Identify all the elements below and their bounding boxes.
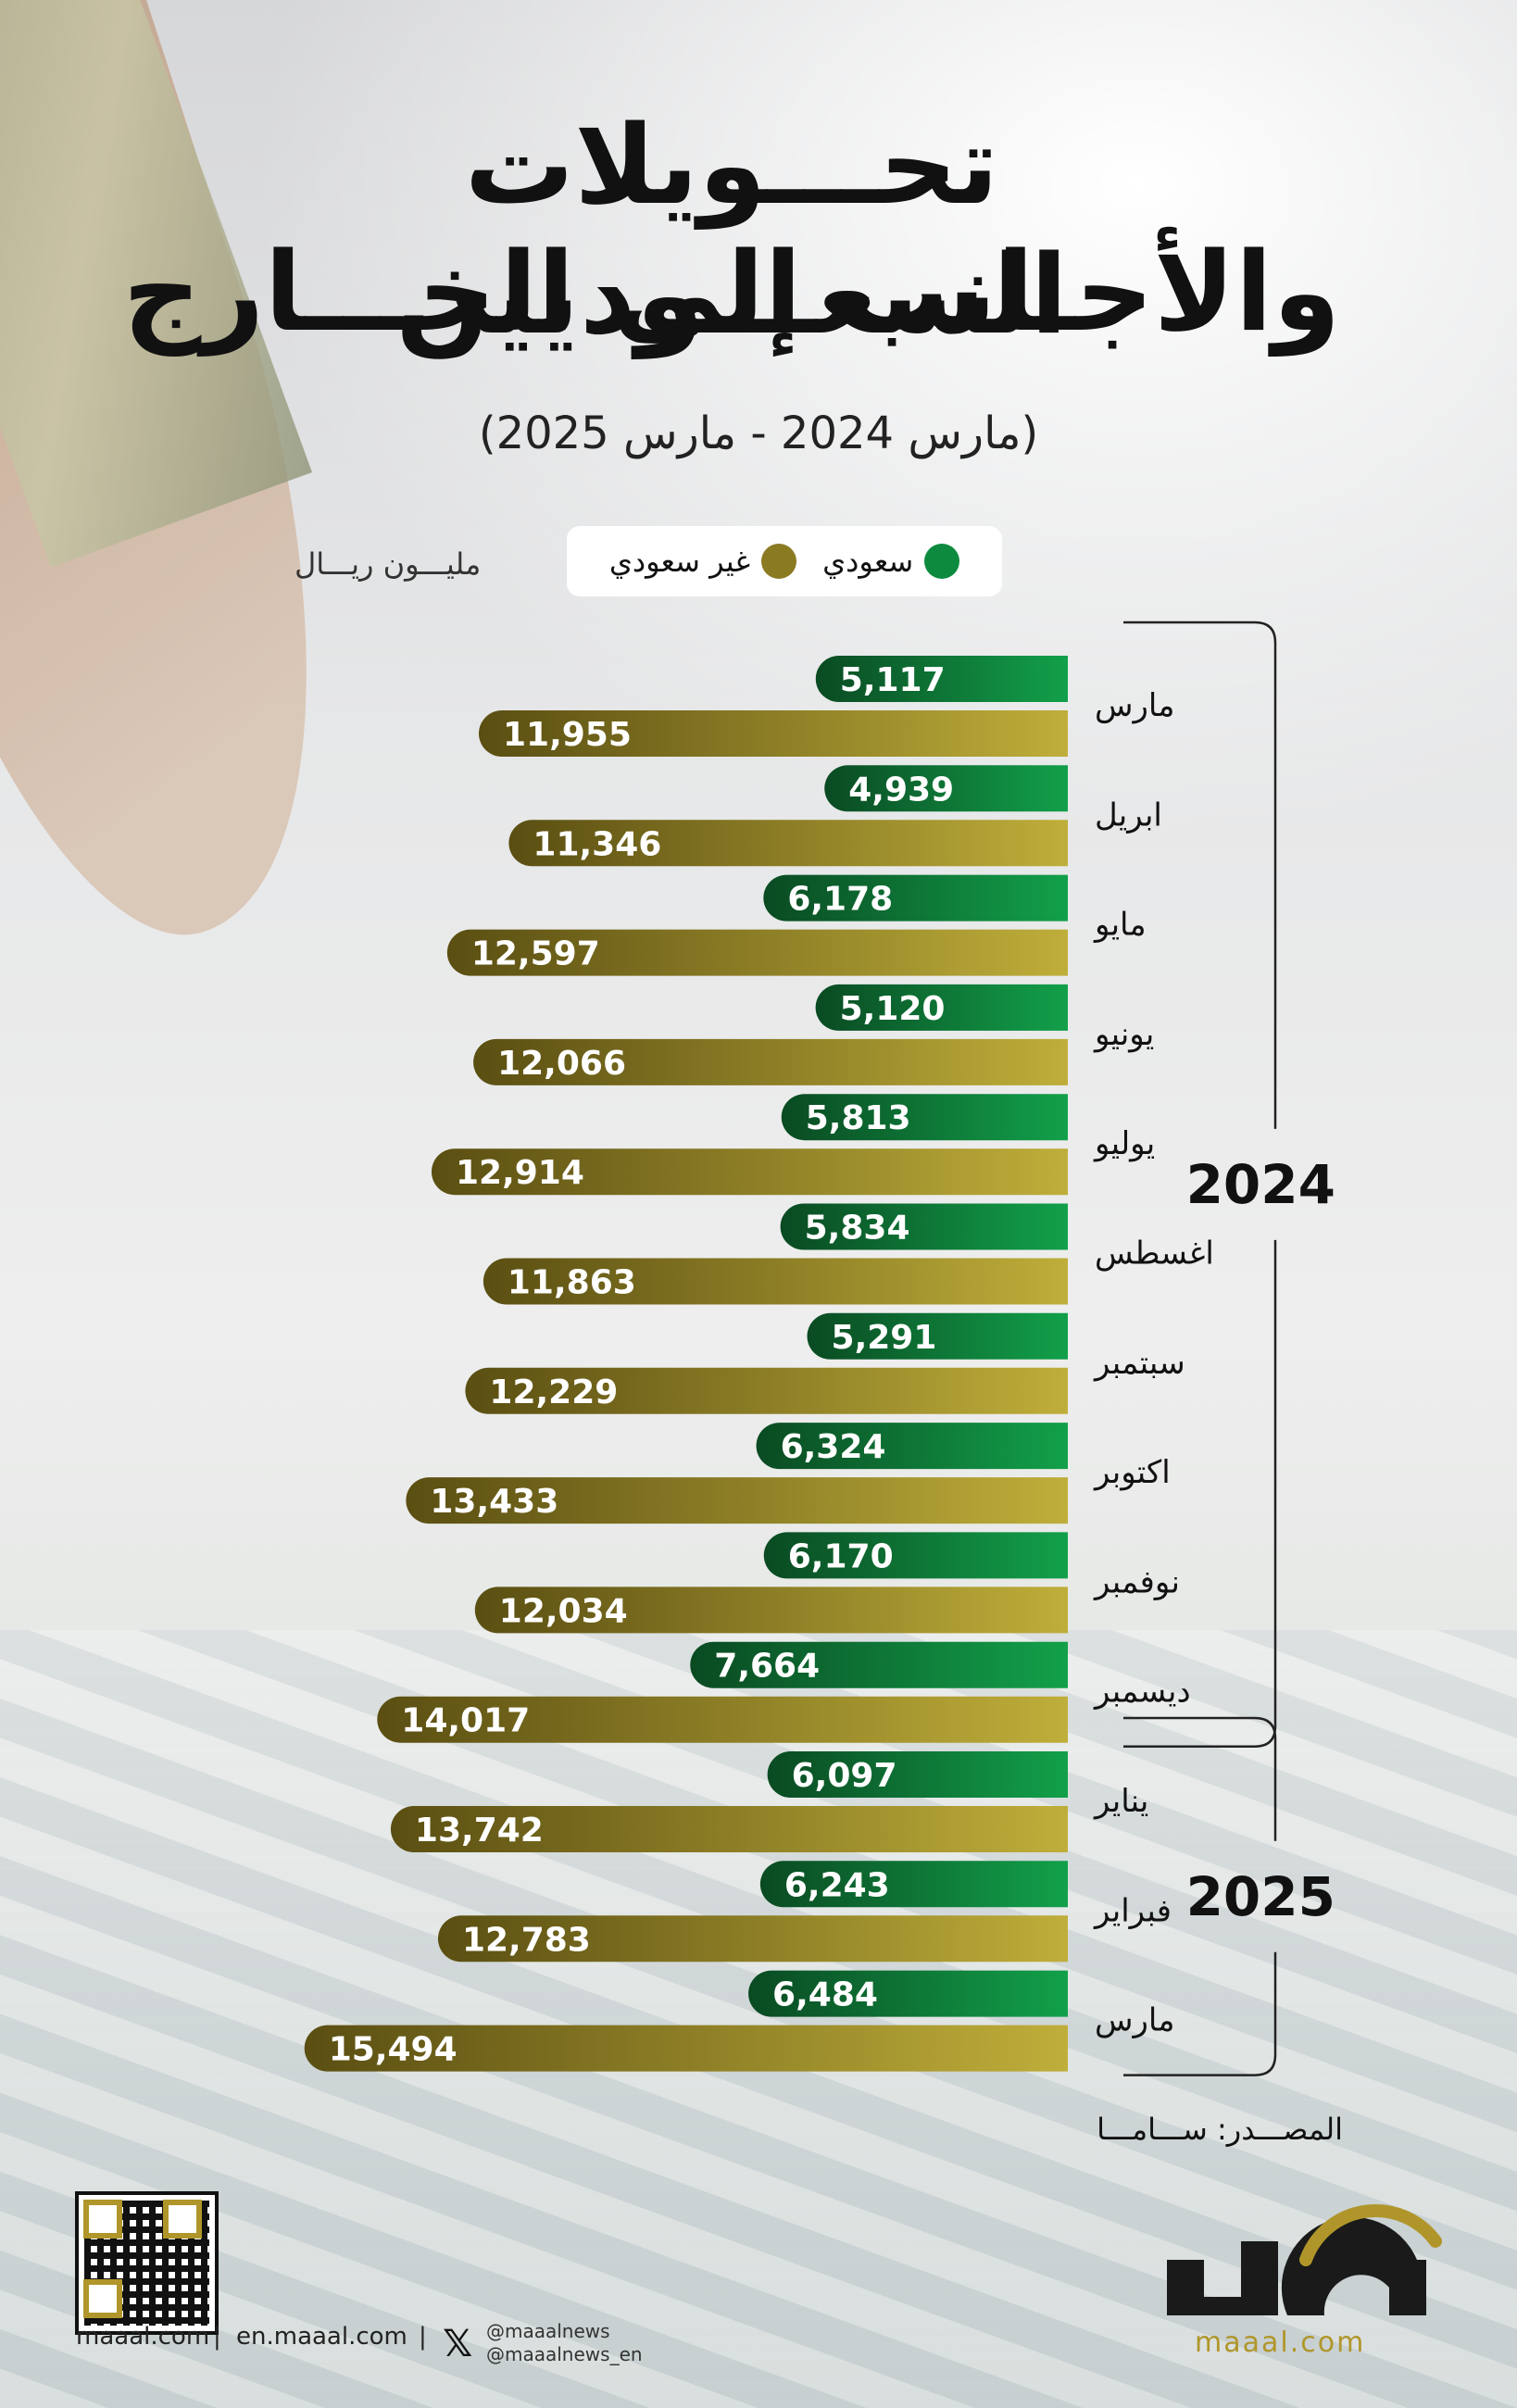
month-label: فبراير [1093,1892,1172,1929]
bar-non-saudi [473,1038,1068,1085]
maaal-logo-icon [1167,2204,1442,2315]
bar-value-label-saudi: 6,243 [784,1866,890,1904]
year-label: 2024 [1186,1153,1335,1216]
month-label: يونيو [1093,1016,1154,1053]
legend-swatch-non-saudi [761,544,797,579]
bar-saudi [759,1861,1068,1908]
bar-value-label-saudi: 6,170 [788,1537,894,1575]
qr-corner-icon [163,2200,202,2239]
x-logo-icon[interactable]: 𝕏 [443,2323,473,2365]
bar-value-label-saudi: 5,117 [840,661,946,699]
year-label: 2025 [1186,1865,1335,1928]
bar-saudi [756,1423,1068,1470]
bar-non-saudi [406,1477,1069,1524]
bar-non-saudi [431,1148,1068,1196]
bar-non-saudi [377,1696,1069,1743]
bar-value-label-saudi: 7,664 [714,1648,820,1686]
bar-value-label-saudi: 4,939 [848,771,954,809]
social-handle-en[interactable]: @maaalnews_en [486,2343,643,2365]
qr-corner-icon [83,2200,122,2239]
month-label: ابريل [1095,796,1162,834]
bar-value-label-non-saudi: 11,955 [503,716,632,754]
bar-value-label-saudi: 5,120 [840,990,946,1028]
unit-label: مليـــون ريـــال [295,546,482,582]
bar-value-label-saudi: 5,834 [805,1210,910,1248]
footer-site-link[interactable]: maaal.com [76,2323,210,2351]
bar-saudi [748,1970,1068,2017]
bar-non-saudi [483,1258,1068,1305]
bar-value-label-non-saudi: 11,346 [533,825,661,863]
month-label: مارس [1095,687,1175,724]
bar-value-label-saudi: 6,178 [787,881,893,919]
bar-non-saudi [508,820,1068,867]
bar-saudi [763,1532,1068,1579]
bar-value-label-saudi: 5,813 [806,1099,911,1137]
bar-value-label-saudi: 6,484 [772,1976,878,2014]
bar-saudi [815,984,1068,1031]
bar-saudi [807,1312,1068,1360]
bar-value-label-saudi: 6,324 [781,1428,886,1466]
bar-saudi [767,1751,1068,1798]
legend-swatch-saudi [924,544,960,579]
month-label: مارس [1095,2002,1175,2039]
bar-value-label-non-saudi: 12,783 [462,1921,591,1959]
bar-value-label-non-saudi: 13,742 [415,1812,544,1850]
bar-saudi [781,1094,1068,1141]
bar-value-label-non-saudi: 11,863 [508,1264,636,1302]
bar-saudi [780,1203,1068,1250]
date-range-subtitle: (مارس 2024 - مارس 2025) [478,408,1039,459]
month-label: ديسمبر [1093,1674,1191,1711]
month-label: يناير [1093,1783,1148,1820]
bar-value-label-non-saudi: 12,034 [499,1592,628,1630]
legend-item-non-saudi: غير سعودي [608,544,797,579]
source-note: المصـــدر: ســـامـــا [1097,2112,1343,2147]
bar-saudi [763,874,1068,922]
month-label: اغسطس [1095,1235,1214,1273]
bar-non-saudi [478,710,1068,757]
bar-saudi [690,1641,1068,1688]
bar-value-label-non-saudi: 12,229 [489,1373,618,1411]
month-label: نوفمبر [1093,1563,1180,1600]
month-label: مايو [1093,907,1147,944]
bar-non-saudi [304,2025,1068,2072]
bar-value-label-non-saudi: 12,597 [471,935,600,973]
footer-en-site-link[interactable]: en.maaal.com [236,2323,407,2351]
qr-corner-icon [83,2279,122,2318]
bar-non-saudi [390,1806,1068,1852]
bar-value-label-non-saudi: 12,914 [456,1154,584,1192]
bar-saudi [815,656,1068,702]
year-bracket [1123,1716,1277,2076]
bar-value-label-saudi: 5,291 [832,1319,937,1357]
legend-label-non-saudi: غير سعودي [608,544,751,579]
page-title-line1: تحـــويلات السعـــوديين [395,101,1068,358]
bar-non-saudi [437,1915,1068,1963]
bar-non-saudi [465,1367,1068,1414]
year-bracket [1123,621,1277,1748]
footer-divider: | [419,2323,427,2351]
footer-divider: | [213,2323,221,2351]
legend-item-saudi: سعودي [822,544,960,579]
bar-value-label-saudi: 6,097 [792,1757,897,1795]
bar-value-label-non-saudi: 14,017 [401,1702,530,1740]
bar-non-saudi [446,929,1068,976]
bar-value-label-non-saudi: 15,494 [329,2031,458,2069]
bar-value-label-non-saudi: 12,066 [497,1045,626,1083]
social-handle[interactable]: @maaalnews [486,2320,610,2342]
page-title-line2: والأجـانب إلى الخـــارج [122,228,1341,356]
month-label: سبتمبر [1093,1345,1185,1382]
month-label: يوليو [1093,1125,1155,1162]
bar-saudi [824,765,1068,812]
chart-legend: سعودي غير سعودي [567,526,1002,596]
bar-non-saudi [474,1587,1068,1634]
bar-value-label-non-saudi: 13,433 [430,1483,558,1521]
month-label: اكتوبر [1093,1454,1171,1491]
legend-label-saudi: سعودي [822,544,914,579]
logo-url-text: maaal.com [1195,2326,1366,2359]
